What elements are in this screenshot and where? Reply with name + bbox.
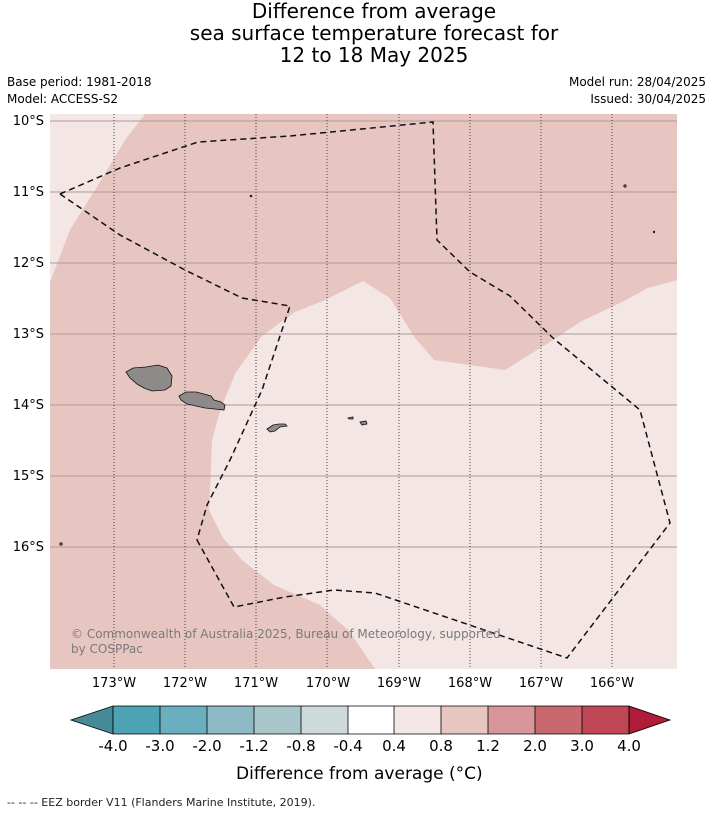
colorbar-seg-8 <box>441 706 488 734</box>
land-masses <box>59 184 656 546</box>
eez-legend-note: -- -- -- EEZ border V11 (Flanders Marine… <box>7 796 316 809</box>
colorbar-title: Difference from average (°C) <box>236 764 483 784</box>
lon-label-173w: 173°W <box>92 676 136 691</box>
title-line-1: Difference from average <box>251 0 497 23</box>
lat-label-16s: 16°S <box>13 540 44 555</box>
lon-label-171w: 171°W <box>234 676 278 691</box>
anomaly-band-0-4-to-0-8-northwest <box>50 114 145 282</box>
colorbar: -4.0 -3.0 -2.0 -1.2 -0.8 -0.4 0.4 0.8 1.… <box>69 705 672 755</box>
colorbar-separators <box>112 705 630 735</box>
anomaly-band-0-4-to-0-8-central <box>209 280 677 669</box>
island-upolu <box>178 391 226 411</box>
colorbar-seg-6 <box>348 706 394 734</box>
title-line-3: 12 to 18 May 2025 <box>279 43 469 67</box>
lon-gridlines <box>113 114 613 669</box>
lon-label-169w: 169°W <box>377 676 421 691</box>
colorbar-seg-7 <box>394 706 441 734</box>
island-southwest <box>59 542 63 546</box>
chart-title: Difference from average sea surface temp… <box>0 0 713 66</box>
lon-labels: 173°W 172°W 171°W 170°W 169°W 168°W 167°… <box>92 676 634 691</box>
colorbar-seg-4 <box>254 706 301 734</box>
lat-label-10s: 10°S <box>13 114 44 129</box>
copyright-line-1: © Commonwealth of Australia 2025, Bureau… <box>71 627 501 641</box>
map-area: © Commonwealth of Australia 2025, Bureau… <box>50 114 677 669</box>
lon-label-168w: 168°W <box>448 676 492 691</box>
colorbar-seg-10 <box>535 706 582 734</box>
colorbar-seg-5 <box>301 706 348 734</box>
meta-left: Base period: 1981-2018 Model: ACCESS-S2 <box>7 74 152 108</box>
lat-label-13s: 13°S <box>13 327 44 342</box>
colorbar-tick: 4.0 <box>617 737 641 755</box>
issued-date: Issued: 30/04/2025 <box>590 92 706 106</box>
colorbar-seg-3 <box>207 706 254 734</box>
lon-label-170w: 170°W <box>306 676 350 691</box>
colorbar-tick: -1.2 <box>239 737 268 755</box>
colorbar-tick: 2.0 <box>523 737 547 755</box>
lon-label-172w: 172°W <box>163 676 207 691</box>
island-swains <box>249 194 253 198</box>
colorbar-tick: 1.2 <box>476 737 500 755</box>
island-tutuila <box>266 423 288 433</box>
lat-label-12s: 12°S <box>13 256 44 271</box>
lat-label-14s: 14°S <box>13 398 44 413</box>
colorbar-seg-11 <box>582 706 629 734</box>
island-ofu <box>347 416 354 420</box>
colorbar-extend-low <box>69 705 114 735</box>
island-savaii <box>125 364 173 392</box>
lat-label-11s: 11°S <box>13 185 44 200</box>
lon-label-166w: 166°W <box>590 676 634 691</box>
lat-label-15s: 15°S <box>13 469 44 484</box>
colorbar-seg-2 <box>160 706 207 734</box>
colorbar-tick: 0.4 <box>382 737 406 755</box>
colorbar-tick: -0.8 <box>286 737 315 755</box>
colorbar-ticks: -4.0 -3.0 -2.0 -1.2 -0.8 -0.4 0.4 0.8 1.… <box>98 737 641 755</box>
eez-border-american-samoa <box>196 337 671 659</box>
colorbar-tick: 3.0 <box>570 737 594 755</box>
colorbar-seg-1 <box>113 706 160 734</box>
lat-labels: 10°S 11°S 12°S 13°S 14°S 15°S 16°S <box>13 114 44 555</box>
colorbar-tick: -0.4 <box>333 737 362 755</box>
colorbar-tick: -3.0 <box>145 737 174 755</box>
colorbar-extend-high <box>628 705 672 735</box>
eez-border-tokelau <box>59 121 554 339</box>
colorbar-seg-9 <box>488 706 535 734</box>
base-period: Base period: 1981-2018 <box>7 75 152 89</box>
atoll-east <box>652 230 656 234</box>
copyright-line-2: by COSPPac <box>71 642 143 656</box>
title-line-2: sea surface temperature forecast for <box>189 21 559 45</box>
model-run: Model run: 28/04/2025 <box>568 75 706 89</box>
lon-label-167w: 167°W <box>519 676 563 691</box>
island-tau <box>359 420 368 426</box>
atoll-north-east <box>623 184 627 188</box>
lat-gridlines <box>50 120 677 548</box>
meta-right: Model run: 28/04/2025 Issued: 30/04/2025 <box>569 74 706 108</box>
eez-borders <box>59 121 671 659</box>
colorbar-tick: 0.8 <box>429 737 453 755</box>
colorbar-tick: -2.0 <box>192 737 221 755</box>
colorbar-tick: -4.0 <box>98 737 127 755</box>
model-name: Model: ACCESS-S2 <box>7 92 119 106</box>
